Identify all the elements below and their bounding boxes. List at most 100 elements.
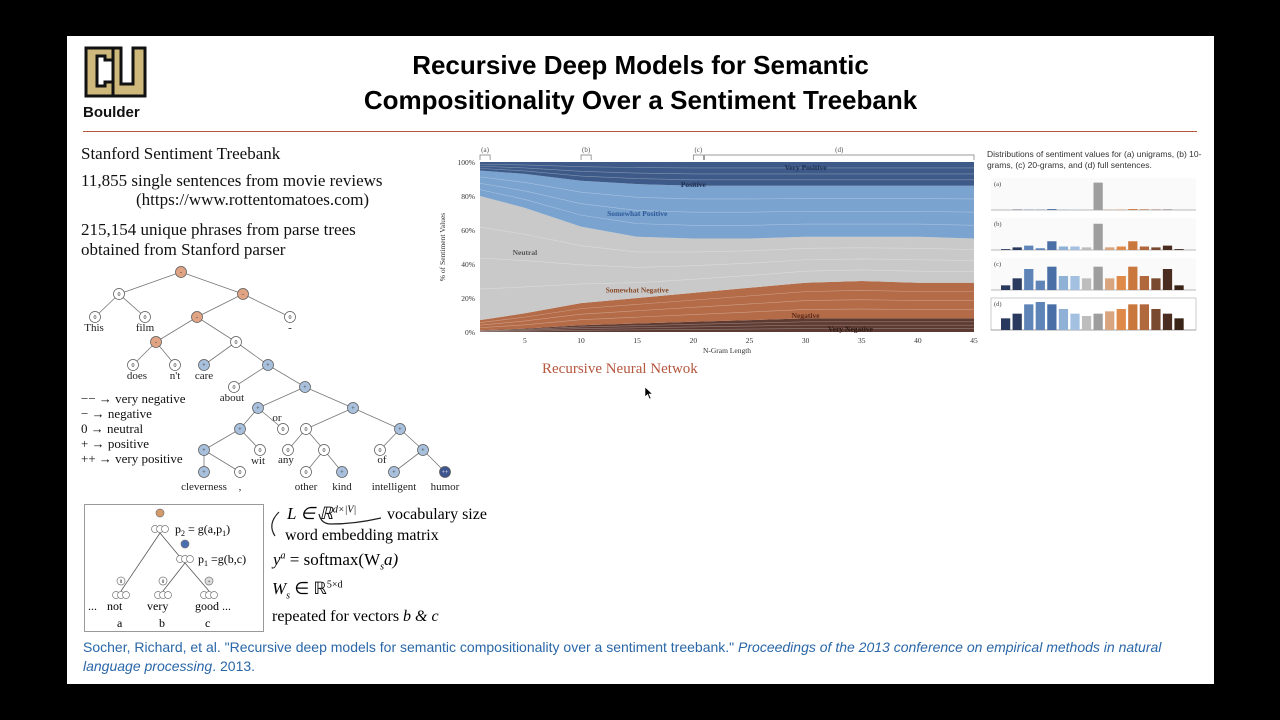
distribution-bar: [1128, 209, 1138, 210]
distribution-bar: [1070, 313, 1080, 330]
distribution-bar: [1035, 280, 1045, 290]
logo-text: Boulder: [83, 104, 140, 121]
tree-word: intelligent: [372, 481, 417, 493]
tree-edge: [155, 316, 198, 343]
distribution-bar: [1081, 316, 1092, 330]
tree-node-positive: +: [198, 444, 210, 456]
tree-node-neutral: 0: [300, 423, 312, 435]
tree-node-negative: -: [191, 311, 203, 323]
distribution-bar: [1174, 285, 1184, 290]
tree-node-negative: -: [237, 288, 249, 300]
svg-text:+: +: [351, 406, 355, 412]
x-tick-label: 40: [914, 336, 922, 345]
x-tick-label: 15: [633, 336, 641, 345]
tree-nodes: -0 -0 0-0- 00 0 + +0 ++ ++ 0 0 ++ 0 0 0 0 ++ 0 0 + + ++: [89, 266, 451, 478]
svg-text:0: 0: [174, 363, 177, 369]
svg-text:0: 0: [289, 315, 292, 321]
distribution-bar: [1093, 313, 1103, 330]
distribution-bar: [1035, 248, 1045, 250]
distribution-bar: [1151, 309, 1161, 330]
tree-node-positive: +: [417, 444, 429, 456]
tree-node-positive: +: [394, 423, 406, 435]
tree-edge: [203, 428, 241, 451]
distribution-bar: [1012, 313, 1022, 330]
tree-word: -: [288, 322, 292, 334]
composition-svg: 0 0 + p2 = g(a,p1) p1 =g(b,c) ... not ve…: [88, 508, 246, 630]
tree-node-neutral: 0: [318, 444, 330, 456]
y-tick-label: 60%: [461, 226, 475, 235]
distribution-panel: (b): [991, 218, 1196, 251]
tree-edge: [203, 341, 237, 366]
tree-node-negative: -: [175, 266, 187, 278]
distribution-bar: [1001, 285, 1011, 290]
tree-word: of: [377, 454, 387, 466]
area-label: Neutral: [513, 248, 538, 257]
distribution-bar: [1047, 209, 1057, 210]
distribution-bar: [1001, 318, 1011, 330]
legend-positive: + → positive: [81, 436, 149, 451]
tree-node-positive: +: [347, 402, 359, 414]
svg-text:0: 0: [259, 448, 262, 454]
cu-logo-icon: [84, 46, 147, 98]
distribution-bar: [1128, 304, 1138, 330]
distribution-bar: [1012, 278, 1022, 290]
svg-text:+: +: [202, 363, 206, 369]
distribution-bar: [1139, 276, 1149, 290]
bracket-label: (b): [582, 146, 591, 154]
svg-text:-: -: [242, 292, 244, 298]
tree-word: about: [220, 392, 244, 404]
distribution-bar: [1139, 304, 1149, 330]
page-title: Recursive Deep Models for Semantic Compo…: [67, 48, 1214, 118]
y-tick-label: 80%: [461, 192, 475, 201]
svg-text:-: -: [196, 315, 198, 321]
distribution-bar: [1058, 309, 1069, 330]
title-line-1: Recursive Deep Models for Semantic: [412, 50, 869, 80]
sentiment-legend: −− → very negative − → negative 0 → neut…: [81, 391, 186, 466]
tree-edge: [196, 293, 244, 318]
y-tick-label: 20%: [461, 294, 475, 303]
tree-word: n't: [170, 370, 181, 382]
svg-text:-: -: [155, 340, 157, 346]
tree-node-positive: +: [198, 359, 210, 371]
dataset-line-2: (https://www.rottentomatoes.com): [136, 190, 370, 209]
tree-edge: [235, 341, 269, 366]
tree-node-neutral: 0: [277, 423, 289, 435]
p2-equation: p2 = g(a,p1): [175, 522, 230, 538]
tree-node-neutral: 0: [254, 444, 266, 456]
svg-text:0: 0: [305, 427, 308, 433]
legend-very-positive: ++ → very positive: [81, 451, 183, 466]
tree-word: kind: [332, 481, 352, 493]
area-label: Negative: [792, 311, 821, 320]
tree-word: ,: [239, 481, 242, 493]
tree-edge: [196, 316, 237, 343]
svg-text:0: 0: [118, 292, 121, 298]
bracket: [692, 154, 704, 160]
bracket: [479, 154, 491, 160]
distribution-bar: [1058, 276, 1069, 290]
series-neutral: [480, 196, 974, 321]
tree-edge: [242, 293, 291, 318]
comp-letter-a: a: [117, 616, 123, 630]
distribution-bar: [1070, 276, 1080, 290]
dataset-line-3: 215,154 unique phrases from parse trees: [81, 220, 356, 239]
x-tick-label: 5: [523, 336, 527, 345]
x-axis-label: N-Gram Length: [703, 346, 751, 355]
bracket-label: (d): [835, 146, 844, 154]
distribution-bar: [1105, 247, 1115, 250]
panel-label: (c): [994, 261, 1001, 268]
bracket: [704, 154, 975, 160]
distribution-bar: [1070, 246, 1080, 250]
tree-edge: [267, 364, 306, 388]
distribution-bar: [1035, 302, 1045, 330]
svg-text:+: +: [421, 448, 425, 454]
tree-node-neutral: 0: [282, 444, 294, 456]
area-label: Very Positive: [785, 163, 828, 172]
tree-node-positive: +: [234, 423, 246, 435]
distribution-bar: [1081, 278, 1092, 290]
y-axis-label: % of Sentiment Values: [438, 213, 447, 281]
svg-text:0: 0: [132, 363, 135, 369]
citation-venue: Proceedings of the 2013 conference on em…: [83, 639, 1162, 674]
tree-word: This: [84, 322, 104, 334]
tree-node-positive: +: [252, 402, 264, 414]
dataset-line-1: 11,855 single sentences from movie revie…: [81, 171, 383, 190]
